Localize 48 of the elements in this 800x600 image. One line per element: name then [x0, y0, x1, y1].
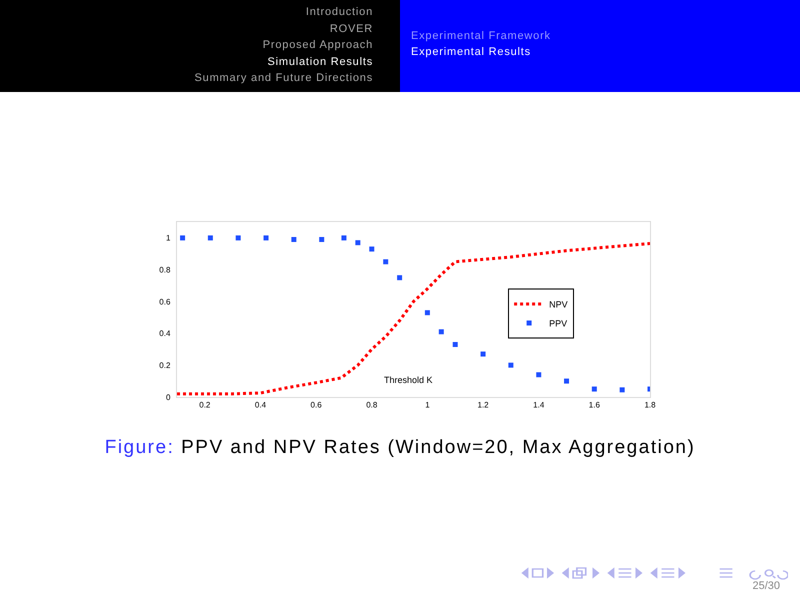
point	[369, 246, 374, 252]
y-tick-label: 0.6	[159, 297, 171, 306]
text: Proposed Approach	[262, 38, 373, 53]
point	[355, 240, 360, 246]
point	[341, 235, 346, 240]
point	[319, 237, 324, 242]
point	[397, 275, 402, 280]
text: Simulation Results	[268, 54, 373, 70]
legend-label: PPV	[549, 318, 568, 329]
line-series	[177, 242, 650, 396]
x-tick-label: 1.8	[644, 400, 656, 410]
x-tick-label: 0.6	[310, 400, 322, 410]
text: Experimental Framework	[411, 29, 551, 44]
point	[383, 259, 388, 264]
point	[424, 310, 430, 316]
text: Experimental Results	[411, 45, 531, 60]
text: ROVER	[330, 22, 373, 36]
x-tick-label: 1.4	[533, 400, 545, 410]
x-tick-label: 0.8	[366, 400, 378, 410]
x-tick-label: 1	[425, 400, 430, 410]
text: Figure: PPV and NPV Rates (Window=20, Max Aggregation)	[104, 437, 696, 459]
y-tick-label: 1	[166, 234, 171, 243]
x-axis-title: Threshold K	[384, 375, 433, 385]
x-tick-label: 0.2	[199, 400, 211, 410]
point	[620, 387, 625, 392]
point	[236, 235, 241, 240]
point	[208, 235, 213, 240]
point	[264, 235, 269, 240]
legend-label: NPV	[549, 300, 568, 310]
point	[508, 362, 514, 368]
point	[480, 352, 486, 357]
x-tick-label: 1.2	[477, 400, 490, 410]
point	[452, 342, 458, 347]
point	[536, 372, 542, 378]
point	[180, 235, 186, 240]
y-tick-label: 0.4	[159, 329, 171, 338]
text: 25/30	[752, 580, 780, 592]
x-tick-label: 0.4	[254, 400, 267, 410]
point	[438, 329, 444, 334]
x-tick-label: 1.6	[588, 400, 600, 410]
point	[291, 237, 296, 242]
point	[564, 378, 570, 384]
point	[592, 386, 597, 392]
y-tick-label: 0	[166, 392, 171, 402]
text: Summary and Future Directions	[194, 71, 373, 86]
y-tick-label: 0.8	[159, 266, 171, 275]
text: Introduction	[306, 5, 373, 20]
y-tick-label: 0.2	[159, 360, 171, 370]
